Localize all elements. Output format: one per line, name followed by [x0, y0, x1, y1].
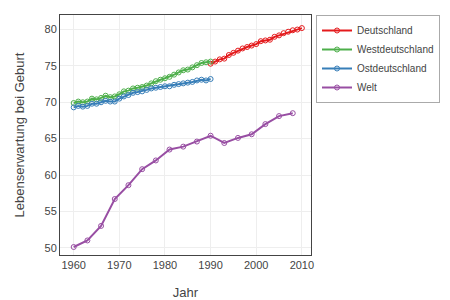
svg-text:55: 55: [45, 205, 57, 217]
svg-text:2010: 2010: [290, 259, 314, 271]
svg-text:75: 75: [45, 60, 57, 72]
svg-text:2000: 2000: [244, 259, 268, 271]
svg-text:Ostdeutschland: Ostdeutschland: [357, 63, 427, 74]
svg-text:Deutschland: Deutschland: [357, 25, 413, 36]
svg-text:1990: 1990: [198, 259, 222, 271]
svg-text:1960: 1960: [61, 259, 85, 271]
svg-text:80: 80: [45, 23, 57, 35]
svg-text:60: 60: [45, 169, 57, 181]
svg-text:50: 50: [45, 242, 57, 254]
svg-text:Westdeutschland: Westdeutschland: [357, 44, 434, 55]
svg-text:Lebenserwartung bei Geburt: Lebenserwartung bei Geburt: [12, 52, 27, 217]
svg-text:Jahr: Jahr: [173, 285, 199, 300]
svg-text:1980: 1980: [153, 259, 177, 271]
svg-text:70: 70: [45, 96, 57, 108]
svg-text:65: 65: [45, 132, 57, 144]
svg-text:1970: 1970: [107, 259, 131, 271]
svg-text:Welt: Welt: [357, 82, 377, 93]
